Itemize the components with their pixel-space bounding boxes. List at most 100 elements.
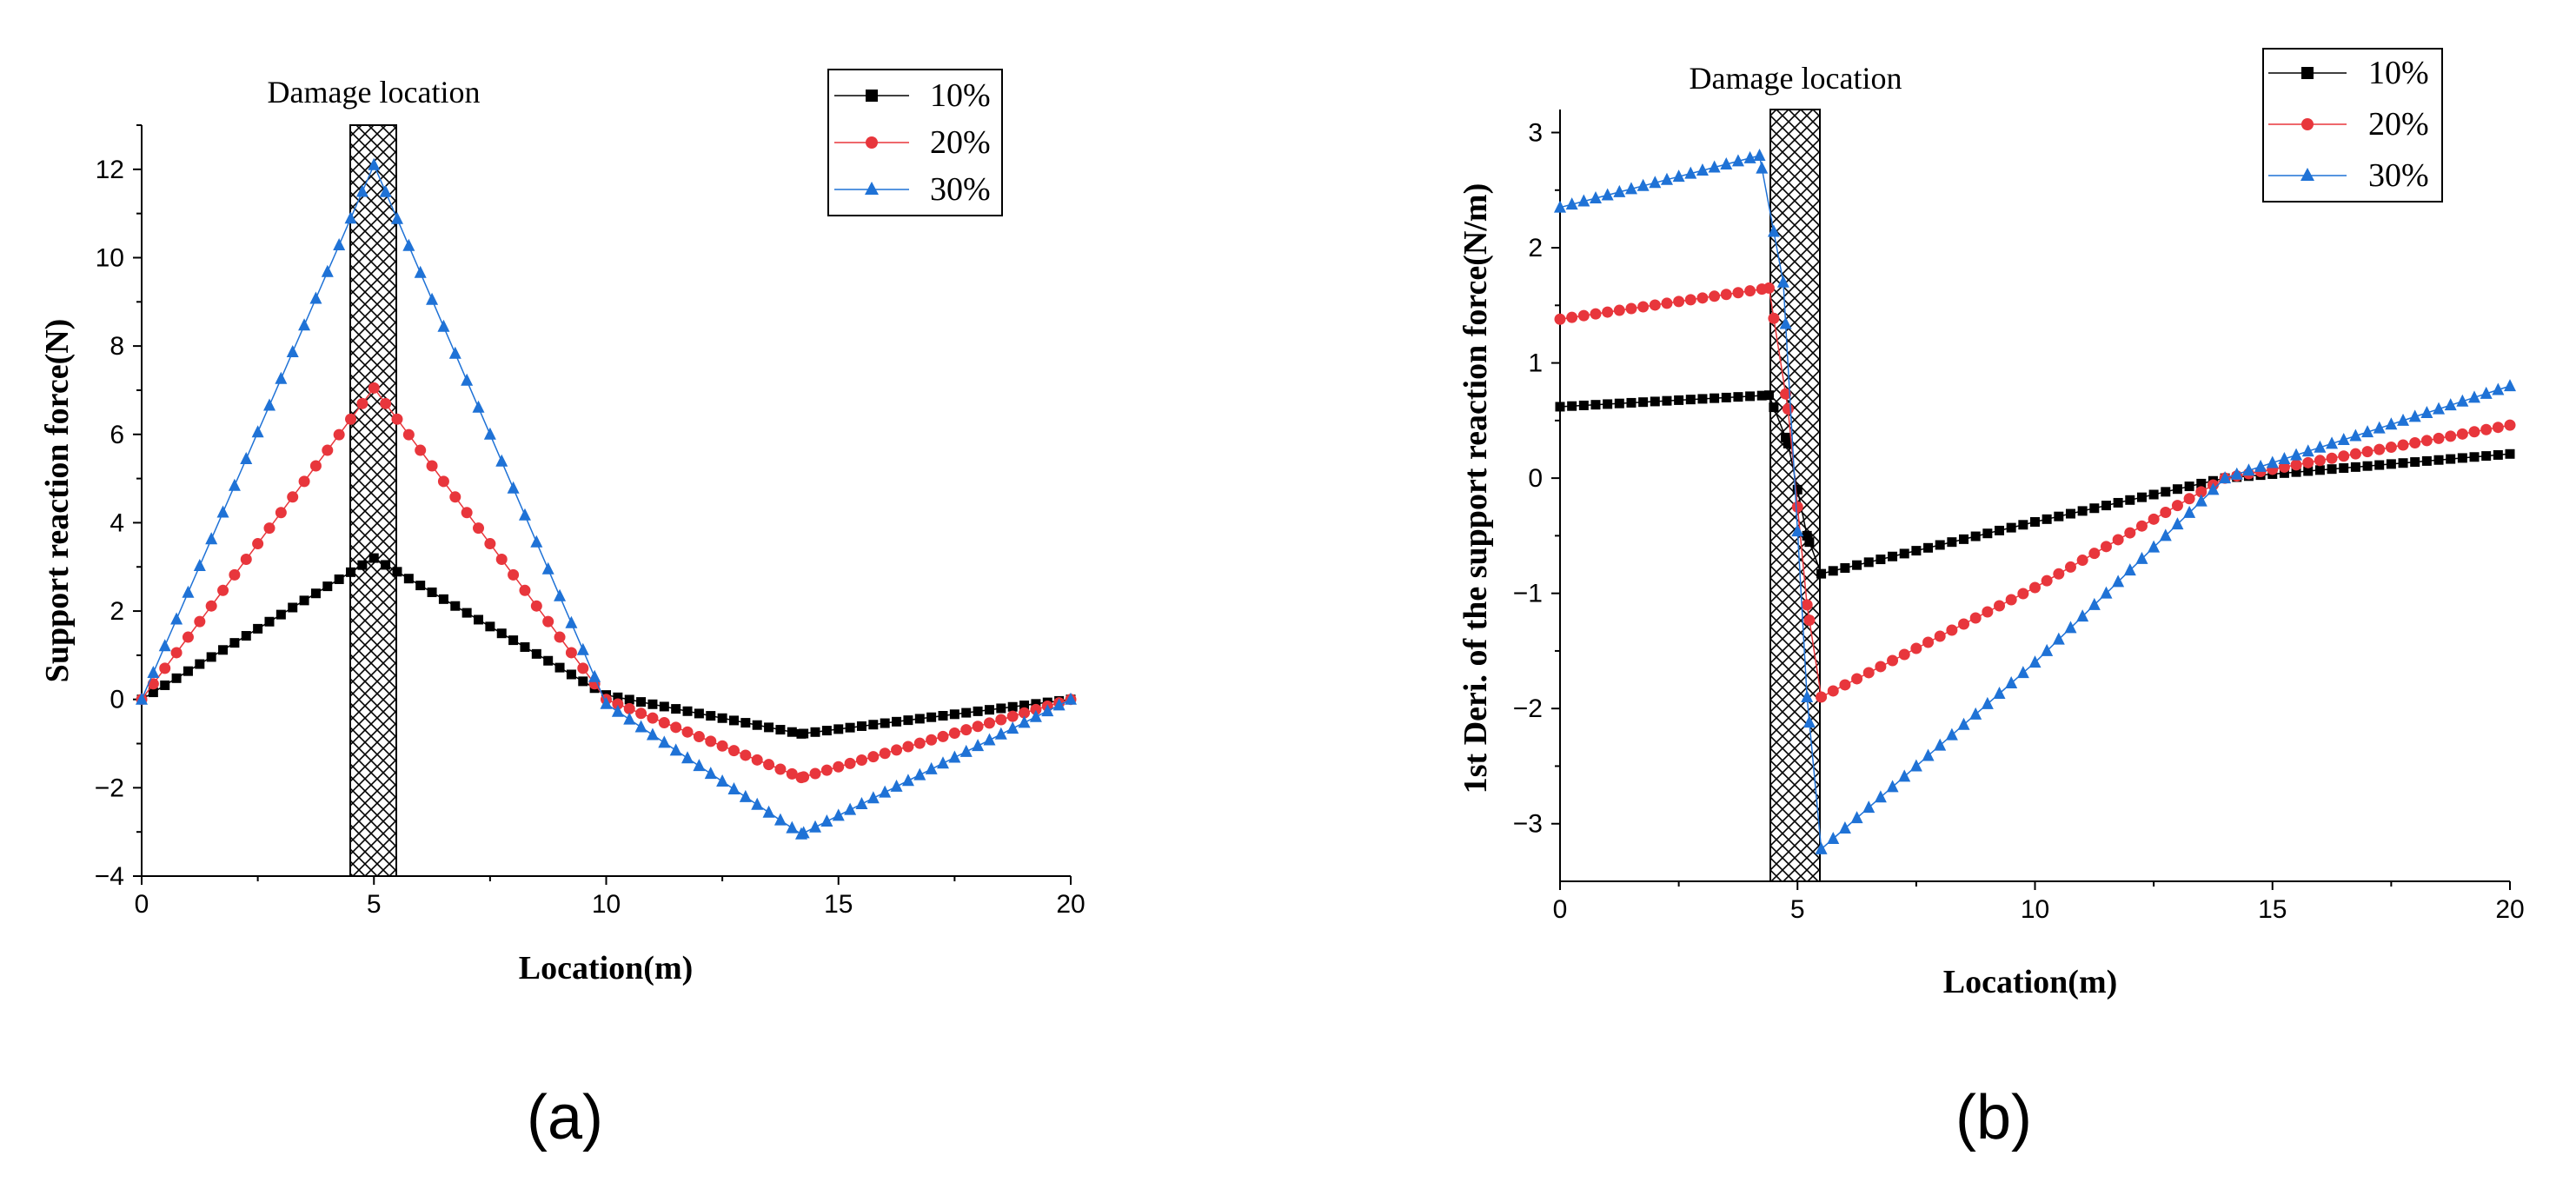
data-point-a-20 (415, 444, 427, 456)
data-point-a-20 (437, 475, 449, 488)
data-point-b-20 (2183, 493, 2195, 505)
data-point-a-20 (960, 724, 973, 736)
data-point-b-10 (2505, 448, 2515, 459)
y-tick-label-a: −4 (95, 862, 124, 891)
data-point-a-20 (855, 754, 867, 767)
data-point-a-30 (832, 808, 845, 821)
y-tick-label-a: 8 (110, 332, 124, 361)
x-tick-label-a: 15 (824, 890, 853, 919)
data-point-a-20 (833, 761, 845, 773)
data-point-b-10 (2030, 516, 2040, 527)
data-point-b-30 (1850, 811, 1863, 824)
data-point-a-20 (763, 759, 775, 771)
data-point-a-30 (321, 264, 334, 277)
data-point-b-30 (2242, 463, 2255, 476)
data-point-a-20 (322, 444, 334, 456)
data-point-b-20 (1602, 306, 1614, 318)
data-point-a-30 (1041, 704, 1054, 717)
data-point-a-30 (333, 237, 346, 250)
data-point-a-10 (485, 621, 495, 632)
data-point-a-10 (474, 614, 484, 625)
data-point-b-20 (2135, 520, 2148, 532)
data-point-a-10 (764, 722, 774, 733)
y-tick-label-b: 3 (1528, 119, 1543, 148)
data-point-b-20 (2420, 435, 2433, 447)
data-point-a-30 (437, 319, 450, 332)
legend-a: 10% 20% 30% (827, 69, 1003, 216)
data-point-b-20 (2456, 428, 2468, 440)
data-point-b-30 (2385, 417, 2398, 430)
data-point-a-30 (518, 508, 531, 521)
data-point-a-30 (193, 558, 206, 571)
data-point-a-10 (903, 715, 913, 726)
data-point-b-10 (2433, 455, 2444, 465)
x-tick-label-a: 0 (135, 890, 149, 919)
data-point-b-20 (1862, 667, 1875, 679)
data-point-a-10 (299, 595, 309, 606)
data-point-a-30 (565, 615, 578, 628)
data-point-b-10 (1674, 395, 1684, 405)
panel-b: Damage location 0 5 10 15 20 −3 −2 −1 0 1 2 3 Locat… (1457, 48, 2525, 1000)
data-point-a-20 (879, 747, 891, 760)
data-point-b-10 (1935, 540, 1945, 550)
data-point-b-20 (2005, 594, 2017, 606)
data-point-a-10 (636, 697, 647, 707)
data-point-b-20 (1577, 309, 1590, 322)
data-point-a-30 (414, 265, 427, 278)
data-point-a-20 (786, 767, 798, 780)
data-point-a-20 (844, 757, 856, 769)
data-point-b-20 (1994, 600, 2006, 612)
data-point-b-30 (2207, 482, 2220, 495)
data-point-b-10 (1792, 484, 1803, 495)
series-line-b-30 (1559, 155, 2511, 851)
data-point-a-30 (913, 767, 926, 780)
data-point-a-10 (775, 725, 786, 735)
data-point-a-10 (868, 720, 879, 730)
data-point-a-10 (973, 706, 983, 716)
data-point-b-10 (2148, 489, 2159, 500)
data-point-b-10 (1947, 537, 1957, 548)
data-point-a-20 (205, 600, 217, 612)
data-point-b-10 (1923, 542, 1934, 553)
data-point-b-10 (2279, 468, 2289, 478)
data-point-a-30 (495, 454, 508, 467)
data-point-a-20 (170, 647, 183, 659)
data-point-b-20 (1969, 612, 1982, 624)
data-point-b-20 (1946, 624, 1958, 636)
series-line-a-10 (141, 557, 1072, 735)
data-point-b-30 (1731, 154, 1744, 167)
series-group-a (136, 157, 1077, 840)
data-point-a-20 (1019, 707, 1031, 719)
legend-label-b-30: 30% (2368, 157, 2429, 194)
legend-label-a-20: 20% (930, 124, 991, 161)
data-point-b-30 (1909, 759, 1922, 772)
data-point-b-10 (1721, 392, 1731, 402)
data-point-b-30 (1898, 769, 1911, 782)
data-point-a-10 (938, 711, 948, 721)
data-point-b-20 (2349, 448, 2361, 460)
data-point-b-30 (2159, 528, 2172, 541)
data-point-b-20 (1982, 606, 1994, 618)
data-point-a-20 (368, 382, 380, 394)
data-point-b-10 (2125, 495, 2135, 505)
data-point-a-20 (426, 460, 438, 472)
data-point-a-30 (205, 532, 218, 545)
data-point-b-20 (2076, 555, 2088, 567)
data-point-b-30 (1981, 696, 1994, 709)
data-point-a-30 (762, 805, 775, 818)
data-point-b-20 (2041, 575, 2053, 587)
data-point-b-30 (1554, 200, 1566, 213)
data-point-a-20 (147, 678, 159, 690)
data-point-b-20 (1625, 302, 1637, 315)
data-point-a-10 (833, 724, 844, 734)
data-point-a-30 (634, 720, 647, 733)
data-point-a-20 (263, 522, 276, 535)
data-point-b-30 (2290, 448, 2303, 461)
data-point-b-10 (1781, 432, 1791, 442)
data-point-b-20 (1801, 599, 1813, 611)
legend-marker-a-20 (866, 136, 878, 149)
data-point-a-30 (890, 779, 903, 792)
data-point-b-30 (1791, 524, 1804, 537)
legend-marker-a-30 (865, 182, 879, 195)
data-point-a-30 (844, 802, 857, 815)
